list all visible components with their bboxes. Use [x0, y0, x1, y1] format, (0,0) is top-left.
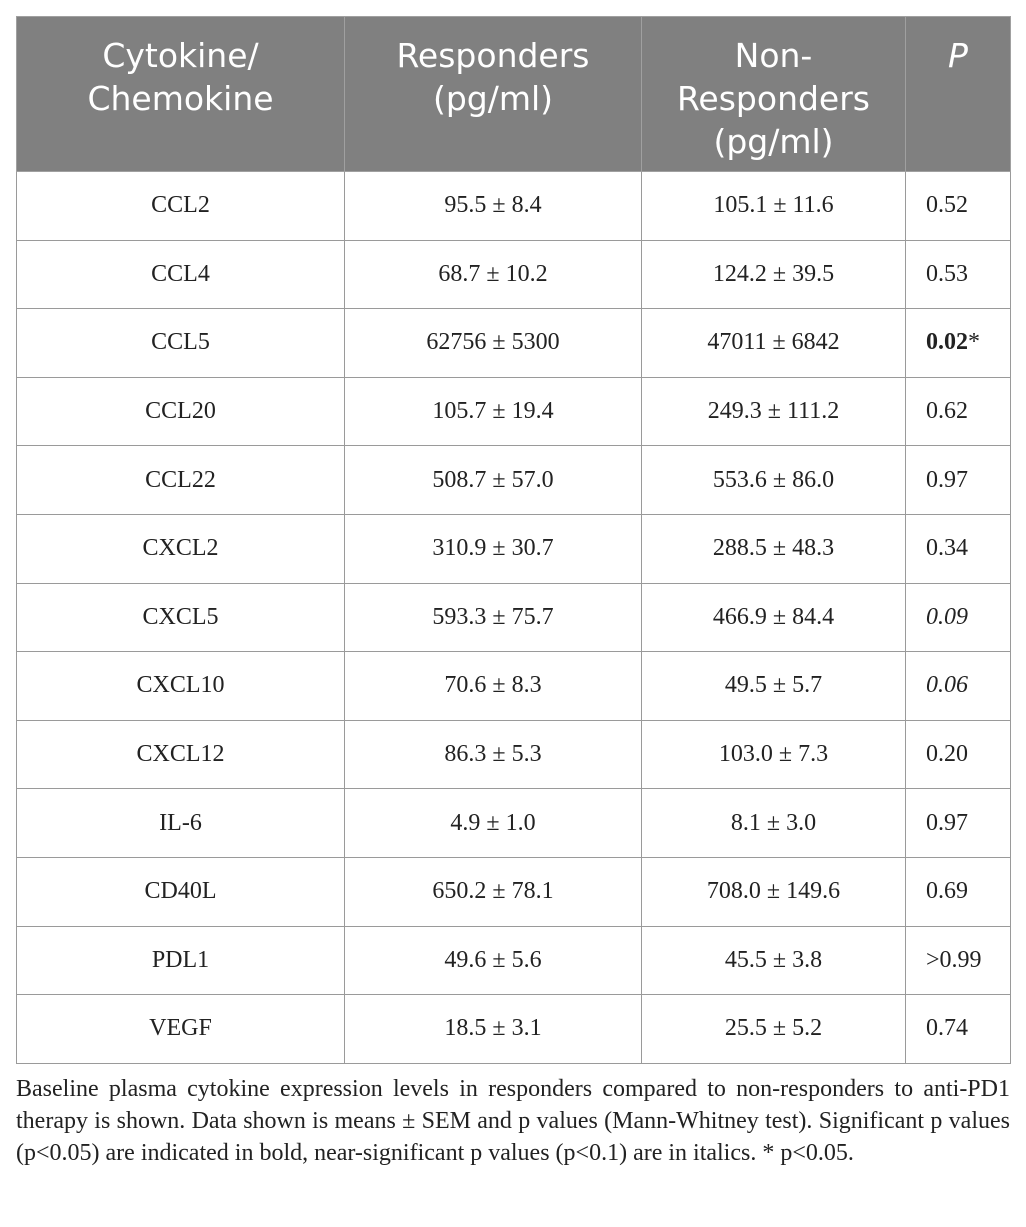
p-value-cell: >0.99	[905, 925, 1011, 996]
p-value-text: 0.69	[926, 878, 968, 905]
responders-value-cell: 4.9 ± 1.0	[344, 788, 642, 858]
responders-value-cell: 95.5 ± 8.4	[344, 171, 642, 241]
p-value-cell: 0.97	[905, 445, 1011, 515]
p-value-text: 0.02	[926, 329, 968, 356]
header-responders: Responders (pg/ml)	[344, 16, 642, 172]
p-value-text: 0.62	[926, 398, 968, 425]
significance-marker: *	[968, 329, 980, 356]
table-caption: Baseline plasma cytokine expression leve…	[16, 1076, 1010, 1166]
p-value-text: 0.06	[926, 672, 968, 699]
responders-value-cell: 70.6 ± 8.3	[344, 651, 642, 721]
table-body: CCL2 95.5 ± 8.4 105.1 ± 11.6 0.52 CCL4 68.7 ±…	[16, 171, 1011, 1064]
table-row: CCL4 68.7 ± 10.2 124.2 ± 39.5 0.53	[16, 239, 1011, 310]
responders-value-cell: 49.6 ± 5.6	[344, 925, 642, 996]
p-value-text: 0.34	[926, 535, 968, 562]
header-responders-line1: Responders	[396, 36, 590, 75]
cytokine-name-cell: CCL5	[16, 308, 345, 378]
table-header: Cytokine/ Chemokine Responders (pg/ml) N…	[16, 16, 1011, 172]
p-value-text: >0.99	[926, 946, 982, 973]
p-value-cell: 0.62	[905, 376, 1011, 447]
p-value-cell: 0.20	[905, 719, 1011, 790]
header-non-responders-line2: Responders	[676, 79, 870, 118]
p-value-cell: 0.97	[905, 788, 1011, 858]
table-row: CCL2 95.5 ± 8.4 105.1 ± 11.6 0.52	[16, 171, 1011, 241]
header-responders-line2: (pg/ml)	[432, 79, 554, 118]
cytokine-name-cell: CXCL2	[16, 513, 345, 584]
non-responders-value-cell: 8.1 ± 3.0	[641, 788, 906, 858]
header-p-label: P	[948, 36, 968, 75]
header-p-value: P	[905, 16, 1011, 172]
p-value-cell: 0.09	[905, 582, 1011, 653]
non-responders-value-cell: 249.3 ± 111.2	[641, 376, 906, 447]
header-cytokine: Cytokine/ Chemokine	[16, 16, 345, 172]
responders-value-cell: 18.5 ± 3.1	[344, 994, 642, 1064]
cytokine-table: Cytokine/ Chemokine Responders (pg/ml) N…	[16, 16, 1011, 1064]
p-value-text: 0.53	[926, 260, 968, 287]
responders-value-cell: 62756 ± 5300	[344, 308, 642, 378]
non-responders-value-cell: 288.5 ± 48.3	[641, 513, 906, 584]
data-table-container: Cytokine/ Chemokine Responders (pg/ml) N…	[16, 16, 1011, 1064]
header-cytokine-line2: Chemokine	[87, 79, 274, 118]
responders-value-cell: 105.7 ± 19.4	[344, 376, 642, 447]
cytokine-name-cell: CXCL12	[16, 719, 345, 790]
p-value-cell: 0.53	[905, 239, 1011, 310]
responders-value-cell: 86.3 ± 5.3	[344, 719, 642, 790]
header-non-responders-line1: Non-	[734, 36, 813, 75]
table-row: CXCL12 86.3 ± 5.3 103.0 ± 7.3 0.20	[16, 719, 1011, 790]
cytokine-name-cell: CCL2	[16, 171, 345, 241]
non-responders-value-cell: 124.2 ± 39.5	[641, 239, 906, 310]
table-row: CXCL10 70.6 ± 8.3 49.5 ± 5.7 0.06	[16, 651, 1011, 721]
non-responders-value-cell: 466.9 ± 84.4	[641, 582, 906, 653]
non-responders-value-cell: 45.5 ± 3.8	[641, 925, 906, 996]
responders-value-cell: 508.7 ± 57.0	[344, 445, 642, 515]
header-row: Cytokine/ Chemokine Responders (pg/ml) N…	[16, 16, 1011, 172]
non-responders-value-cell: 103.0 ± 7.3	[641, 719, 906, 790]
cytokine-name-cell: CCL20	[16, 376, 345, 447]
non-responders-value-cell: 47011 ± 6842	[641, 308, 906, 378]
table-row: CXCL2 310.9 ± 30.7 288.5 ± 48.3 0.34	[16, 513, 1011, 584]
cytokine-name-cell: CCL4	[16, 239, 345, 310]
p-value-text: 0.97	[926, 466, 968, 493]
table-row: CCL22 508.7 ± 57.0 553.6 ± 86.0 0.97	[16, 445, 1011, 515]
responders-value-cell: 68.7 ± 10.2	[344, 239, 642, 310]
responders-value-cell: 593.3 ± 75.7	[344, 582, 642, 653]
header-non-responders: Non- Responders (pg/ml)	[641, 16, 906, 172]
header-non-responders-line3: (pg/ml)	[713, 122, 834, 161]
p-value-cell: 0.02*	[905, 308, 1011, 378]
cytokine-name-cell: PDL1	[16, 925, 345, 996]
table-row: VEGF 18.5 ± 3.1 25.5 ± 5.2 0.74	[16, 994, 1011, 1064]
responders-value-cell: 650.2 ± 78.1	[344, 856, 642, 927]
p-value-cell: 0.06	[905, 651, 1011, 721]
table-row: CCL5 62756 ± 5300 47011 ± 6842 0.02*	[16, 308, 1011, 378]
non-responders-value-cell: 49.5 ± 5.7	[641, 651, 906, 721]
table-row: CD40L 650.2 ± 78.1 708.0 ± 149.6 0.69	[16, 856, 1011, 927]
table-row: PDL1 49.6 ± 5.6 45.5 ± 3.8 >0.99	[16, 925, 1011, 996]
cytokine-name-cell: VEGF	[16, 994, 345, 1064]
p-value-text: 0.97	[926, 809, 968, 836]
table-row: CXCL5 593.3 ± 75.7 466.9 ± 84.4 0.09	[16, 582, 1011, 653]
table-row: IL-6 4.9 ± 1.0 8.1 ± 3.0 0.97	[16, 788, 1011, 858]
non-responders-value-cell: 105.1 ± 11.6	[641, 171, 906, 241]
responders-value-cell: 310.9 ± 30.7	[344, 513, 642, 584]
cytokine-name-cell: CXCL10	[16, 651, 345, 721]
cytokine-name-cell: CXCL5	[16, 582, 345, 653]
non-responders-value-cell: 25.5 ± 5.2	[641, 994, 906, 1064]
p-value-cell: 0.34	[905, 513, 1011, 584]
table-row: CCL20 105.7 ± 19.4 249.3 ± 111.2 0.62	[16, 376, 1011, 447]
cytokine-name-cell: CCL22	[16, 445, 345, 515]
p-value-cell: 0.74	[905, 994, 1011, 1064]
non-responders-value-cell: 708.0 ± 149.6	[641, 856, 906, 927]
p-value-text: 0.74	[926, 1015, 968, 1042]
cytokine-name-cell: IL-6	[16, 788, 345, 858]
p-value-cell: 0.69	[905, 856, 1011, 927]
p-value-text: 0.09	[926, 603, 968, 630]
p-value-text: 0.52	[926, 192, 968, 219]
cytokine-name-cell: CD40L	[16, 856, 345, 927]
header-cytokine-line1: Cytokine/	[102, 36, 259, 75]
non-responders-value-cell: 553.6 ± 86.0	[641, 445, 906, 515]
p-value-text: 0.20	[926, 741, 968, 768]
p-value-cell: 0.52	[905, 171, 1011, 241]
